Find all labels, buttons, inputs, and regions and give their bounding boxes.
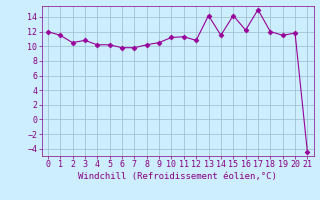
X-axis label: Windchill (Refroidissement éolien,°C): Windchill (Refroidissement éolien,°C) <box>78 172 277 181</box>
